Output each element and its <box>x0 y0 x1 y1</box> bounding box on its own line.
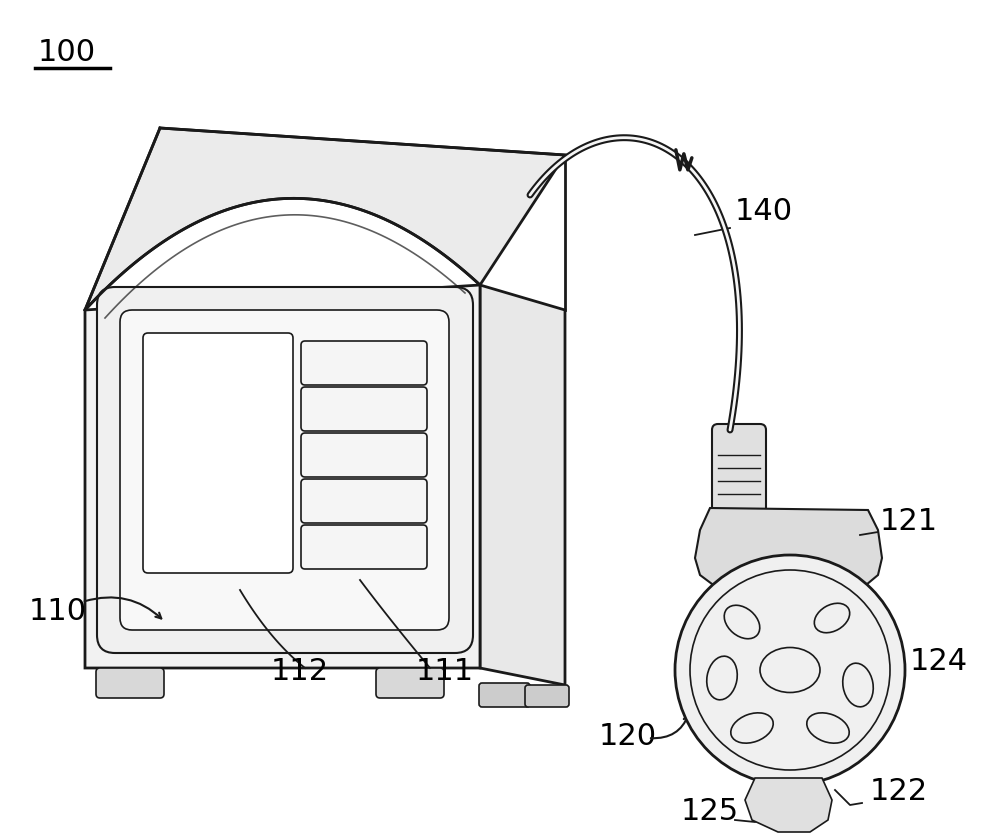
FancyBboxPatch shape <box>120 310 449 630</box>
FancyBboxPatch shape <box>143 333 293 573</box>
FancyBboxPatch shape <box>301 479 427 523</box>
Text: 111: 111 <box>416 657 474 686</box>
Polygon shape <box>85 128 565 310</box>
Polygon shape <box>745 778 832 832</box>
FancyBboxPatch shape <box>525 685 569 707</box>
Text: 100: 100 <box>38 37 96 67</box>
Text: 124: 124 <box>910 647 968 676</box>
Polygon shape <box>480 285 565 685</box>
FancyBboxPatch shape <box>301 525 427 569</box>
Text: 110: 110 <box>29 597 87 626</box>
FancyBboxPatch shape <box>301 387 427 431</box>
FancyBboxPatch shape <box>301 341 427 385</box>
Text: 112: 112 <box>271 657 329 686</box>
Polygon shape <box>85 285 480 668</box>
Circle shape <box>675 555 905 785</box>
FancyBboxPatch shape <box>96 668 164 698</box>
Text: 120: 120 <box>599 722 657 751</box>
FancyBboxPatch shape <box>479 683 530 707</box>
FancyBboxPatch shape <box>301 433 427 477</box>
Text: 125: 125 <box>681 797 739 826</box>
Text: 122: 122 <box>870 777 928 806</box>
Text: 121: 121 <box>880 507 938 536</box>
FancyBboxPatch shape <box>97 287 473 653</box>
FancyBboxPatch shape <box>376 668 444 698</box>
Polygon shape <box>695 508 882 590</box>
Text: 140: 140 <box>735 197 793 226</box>
FancyBboxPatch shape <box>712 424 766 516</box>
